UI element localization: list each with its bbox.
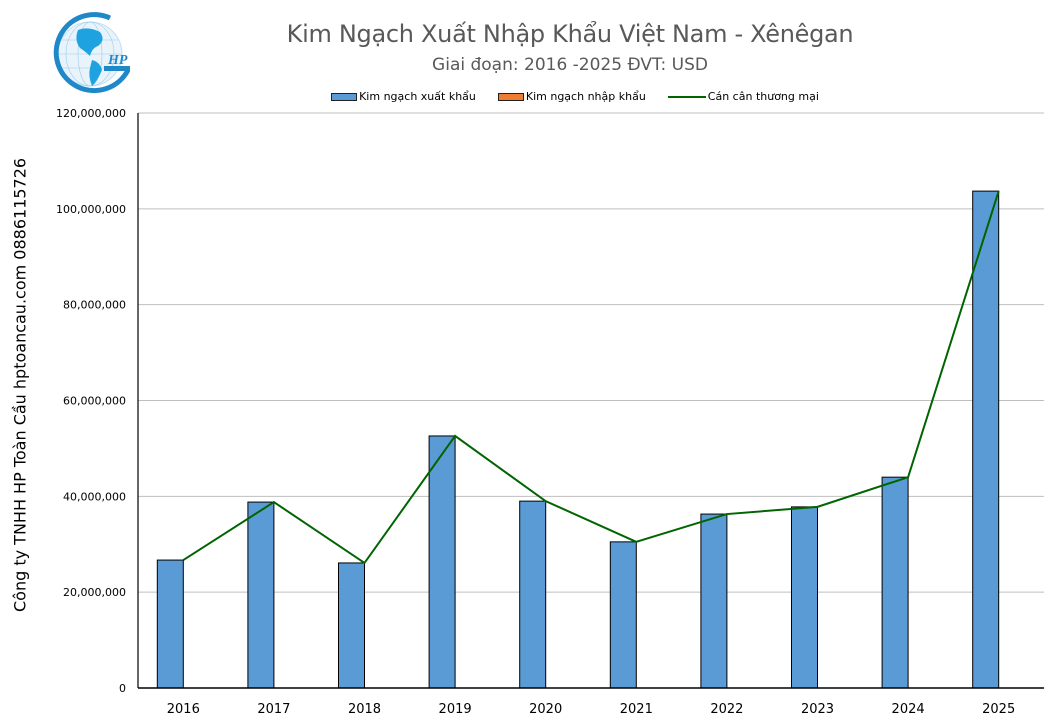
- export-bar: [338, 562, 365, 689]
- export-bar: [972, 190, 1000, 689]
- legend-item-import: Kim ngạch nhập khẩu: [497, 90, 646, 103]
- legend-swatch-balance: [667, 95, 706, 98]
- chart-title: Kim Ngạch Xuất Nhập Khẩu Việt Nam - Xênê…: [286, 20, 854, 48]
- x-tick-label: 2018: [348, 702, 381, 717]
- legend-label-export: Kim ngạch xuất khẩu: [359, 90, 476, 103]
- y-tick-label: 60,000,000: [63, 395, 126, 408]
- legend-item-balance: Cán cân thương mại: [667, 90, 819, 103]
- x-tick-label: 2023: [801, 702, 834, 717]
- legend-label-balance: Cán cân thương mại: [707, 90, 819, 103]
- legend-label-import: Kim ngạch nhập khẩu: [525, 90, 646, 103]
- company-logo: HP: [48, 12, 136, 96]
- x-tick-label: 2020: [529, 702, 562, 717]
- export-bar: [881, 476, 909, 689]
- export-bar: [700, 513, 728, 689]
- y-tick-label: 40,000,000: [63, 490, 126, 503]
- x-tick-label: 2025: [982, 702, 1015, 717]
- chart-subtitle: Giai đoạn: 2016 -2025 ĐVT: USD: [432, 55, 708, 75]
- x-tick-label: 2022: [710, 702, 743, 717]
- export-bar: [609, 541, 637, 689]
- trade-balance-line: [182, 190, 1000, 565]
- legend-swatch-import: [497, 92, 524, 101]
- y-tick-label: 0: [119, 682, 126, 695]
- x-tick-label: 2021: [620, 702, 653, 717]
- x-tick-label: 2024: [892, 702, 925, 717]
- export-bar: [519, 500, 547, 689]
- x-tick-label: 2017: [257, 702, 290, 717]
- export-bar: [428, 435, 456, 689]
- legend-item-export: Kim ngạch xuất khẩu: [331, 90, 476, 103]
- export-bar: [156, 559, 184, 689]
- svg-text:HP: HP: [107, 53, 128, 68]
- y-tick-label: 100,000,000: [56, 203, 126, 216]
- legend-swatch-export: [331, 92, 358, 101]
- x-tick-label: 2019: [439, 702, 472, 717]
- export-bar: [791, 506, 818, 689]
- x-tick-label: 2016: [167, 702, 200, 717]
- y-tick-label: 80,000,000: [63, 299, 126, 312]
- y-tick-label: 20,000,000: [63, 586, 126, 599]
- chart-legend: Kim ngạch xuất khẩu Kim ngạch nhập khẩu …: [0, 90, 1050, 103]
- export-bar: [247, 501, 275, 689]
- y-tick-label: 120,000,000: [56, 107, 126, 120]
